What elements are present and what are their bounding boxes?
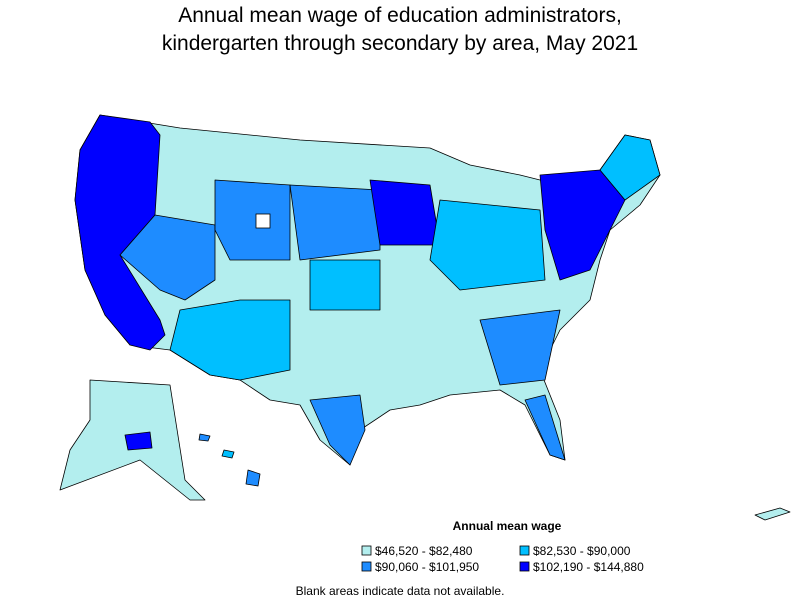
map-region bbox=[524, 394, 566, 461]
map-region bbox=[599, 134, 661, 201]
legend-title: Annual mean wage bbox=[453, 519, 562, 533]
map-region bbox=[289, 184, 381, 261]
blank-area bbox=[255, 213, 271, 229]
hawaii bbox=[245, 469, 261, 487]
legend-swatch bbox=[519, 545, 530, 556]
map-region bbox=[169, 299, 291, 381]
map-region bbox=[309, 259, 381, 311]
map-region bbox=[74, 114, 166, 351]
legend-label: $46,520 - $82,480 bbox=[375, 544, 473, 558]
map-region bbox=[429, 199, 546, 291]
legend-swatch bbox=[361, 545, 372, 556]
hawaii bbox=[198, 433, 211, 442]
legend-swatch bbox=[519, 561, 530, 572]
map-region bbox=[214, 179, 291, 261]
legend: $46,520 - $82,480 $82,530 - $90,000 $90,06… bbox=[361, 544, 644, 574]
title-line: Annual mean wage of education administra… bbox=[178, 4, 622, 27]
map-region bbox=[369, 179, 441, 246]
map-region bbox=[309, 394, 366, 466]
legend-label: $102,190 - $144,880 bbox=[533, 560, 644, 574]
hawaii bbox=[221, 449, 235, 459]
note: Blank areas indicate data not available. bbox=[296, 584, 505, 598]
territory bbox=[754, 507, 791, 521]
legend-label: $90,060 - $101,950 bbox=[375, 560, 479, 574]
title-line: kindergarten through secondary by area, … bbox=[162, 32, 638, 55]
map-region bbox=[124, 431, 153, 451]
legend-swatch bbox=[361, 561, 372, 572]
legend-label: $82,530 - $90,000 bbox=[533, 544, 631, 558]
us-map bbox=[59, 114, 791, 521]
map-region bbox=[479, 309, 561, 386]
